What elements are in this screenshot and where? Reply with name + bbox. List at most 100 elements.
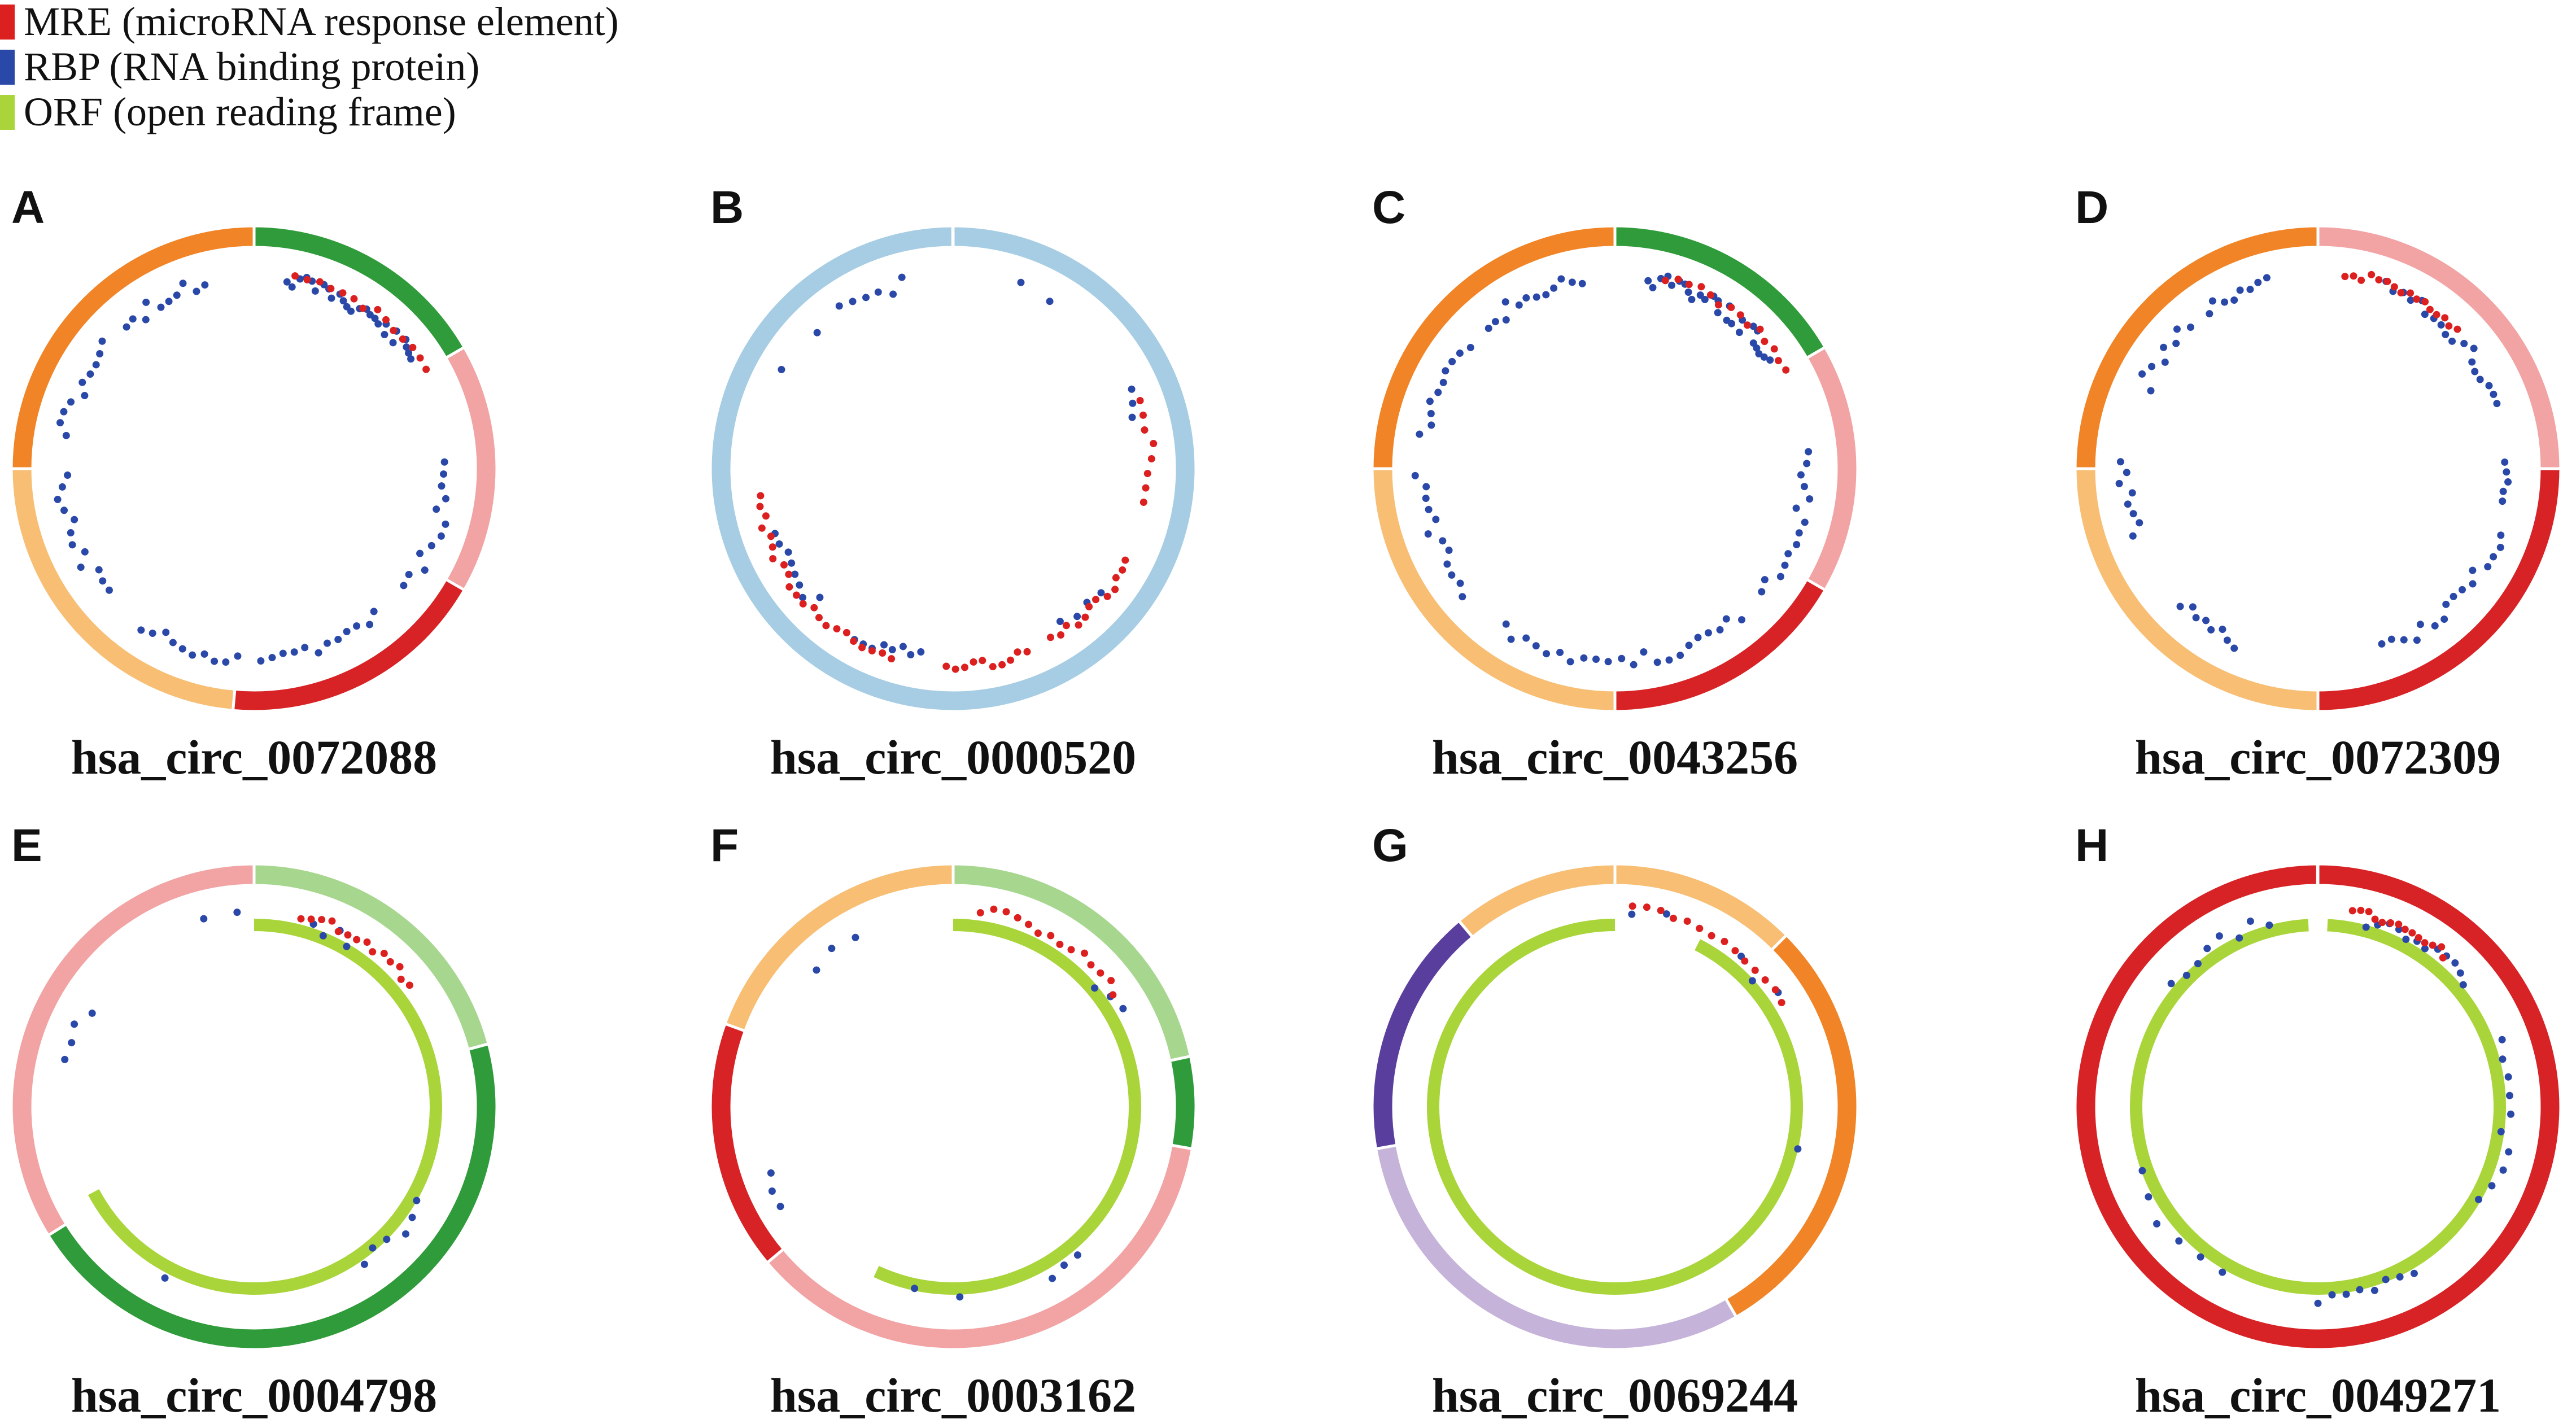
rbp-site: [835, 302, 843, 310]
mre-site: [1731, 947, 1739, 955]
rbp-site: [2459, 981, 2467, 989]
legend-swatch-mre: [0, 5, 15, 40]
rbp-site: [874, 288, 882, 296]
rbp-site: [2356, 1286, 2364, 1294]
mre-site: [1782, 366, 1790, 374]
rbp-site: [2219, 626, 2226, 634]
mre-site: [2390, 283, 2398, 291]
rbp-site: [816, 593, 824, 601]
exon-segment: [2073, 467, 2320, 713]
rbp-site: [2207, 626, 2215, 634]
rbp-site: [407, 355, 415, 363]
mre-site: [2341, 273, 2349, 281]
rbp-site: [370, 608, 378, 615]
exon-segment: [2316, 467, 2562, 713]
rbp-site: [2484, 563, 2492, 571]
rbp-site: [165, 298, 173, 305]
rbp-site: [767, 1169, 775, 1177]
rbp-site: [371, 315, 379, 322]
rbp-site: [1580, 654, 1588, 662]
rbp-site: [2490, 553, 2498, 561]
rbp-site: [438, 482, 446, 490]
rbp-site: [389, 339, 397, 347]
panel-letter: B: [710, 182, 744, 233]
mre-site: [785, 570, 793, 578]
mre-site: [990, 905, 998, 913]
rbp-site: [2504, 1073, 2512, 1081]
mre-site: [2438, 943, 2446, 951]
rbp-site: [2505, 1091, 2513, 1099]
legend-swatch-rbp: [0, 50, 15, 85]
rbp-site: [173, 291, 181, 299]
rbp-site: [1466, 343, 1474, 351]
mre-site: [2407, 289, 2415, 297]
rbp-site: [1507, 635, 1515, 643]
rbp-site: [1665, 656, 1673, 664]
mre-site: [1002, 908, 1010, 916]
rbp-site: [1439, 378, 1447, 386]
rbp-site: [2172, 339, 2180, 347]
rbp-site: [257, 657, 265, 665]
rbp-site: [1422, 483, 1430, 491]
rbp-site: [2456, 969, 2464, 977]
rbp-site: [433, 505, 440, 513]
rbp-site: [2387, 635, 2395, 643]
rbp-site: [1556, 648, 1564, 656]
mre-site: [353, 936, 361, 944]
rbp-site: [788, 559, 796, 567]
rbp-site: [2263, 274, 2271, 282]
rbp-site: [2504, 478, 2512, 486]
rbp-site: [2416, 621, 2424, 628]
mre-site: [2357, 276, 2365, 284]
mre-site: [380, 950, 388, 958]
rbp-site: [2505, 1148, 2513, 1156]
mre-site: [369, 948, 377, 956]
rbp-site: [86, 370, 94, 378]
rbp-site: [1456, 350, 1464, 357]
circrna-id-label: hsa_circ_0004798: [71, 1368, 437, 1422]
rbp-site: [92, 361, 100, 369]
rbp-site: [1073, 613, 1081, 621]
rbp-site: [1411, 471, 1419, 479]
exon-segment: [2073, 862, 2562, 1351]
rbp-site: [64, 471, 72, 479]
mre-site: [757, 492, 765, 500]
panel-letter: G: [1372, 820, 1408, 871]
rbp-site: [2194, 960, 2202, 968]
mre-site: [2408, 929, 2416, 937]
rbp-site: [907, 651, 915, 659]
mre-site: [2397, 289, 2405, 297]
exon-segment: [1168, 1054, 1198, 1151]
rbp-site: [123, 323, 130, 331]
rbp-site: [1542, 291, 1550, 299]
rbp-site: [200, 650, 208, 658]
mre-site: [1075, 621, 1082, 629]
rbp-site: [142, 298, 150, 306]
rbp-site: [1795, 529, 1803, 537]
rbp-site: [1760, 353, 1768, 361]
rbp-site: [1694, 634, 1702, 641]
rbp-site: [2468, 358, 2476, 366]
rbp-site: [400, 582, 408, 589]
rbp-site: [95, 566, 103, 574]
exon-segment: [1805, 345, 1859, 592]
rbp-site: [1753, 344, 1761, 352]
rbp-site: [2499, 1166, 2507, 1174]
rbp-site: [2153, 1220, 2161, 1228]
rbp-site: [56, 419, 64, 427]
mre-site: [1121, 556, 1129, 564]
mre-site: [334, 928, 342, 936]
rbp-site: [1761, 576, 1769, 584]
rbp-site: [1649, 283, 1657, 291]
mre-site: [2445, 322, 2453, 330]
mre-site: [1736, 311, 1744, 319]
rbp-site: [1522, 294, 1530, 302]
exon-segment: [10, 467, 237, 713]
rbp-site: [2246, 917, 2254, 925]
mre-site: [1628, 902, 1636, 910]
mre-site: [363, 938, 371, 946]
rbp-site: [1688, 295, 1696, 303]
rbp-site: [2145, 1193, 2153, 1201]
rbp-site: [2501, 458, 2509, 466]
mre-site: [1139, 411, 1147, 419]
